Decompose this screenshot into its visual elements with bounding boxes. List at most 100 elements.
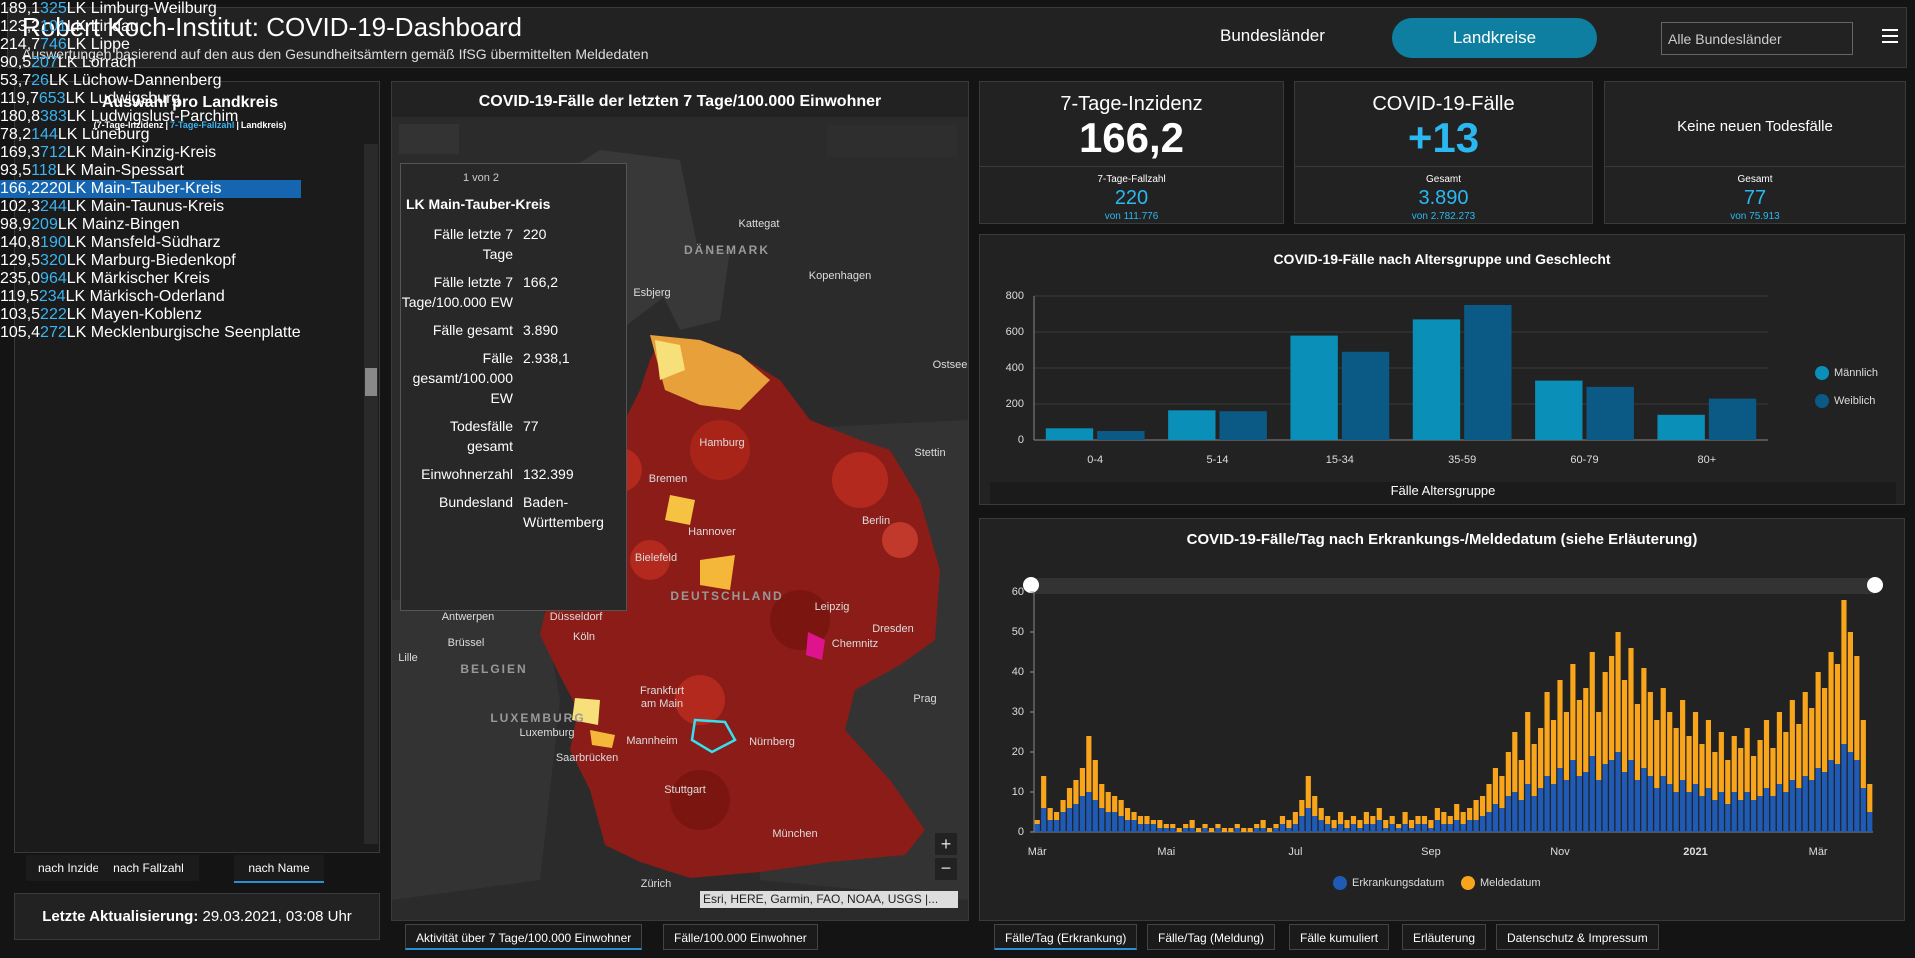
map-label: Bremen [649, 473, 688, 485]
bar-segment [1583, 772, 1589, 832]
bar-segment [1505, 752, 1511, 796]
map-label: Chemnitz [832, 638, 878, 650]
kpi-divider [979, 166, 1284, 167]
list-row[interactable]: 90,5207LK Lörrach [0, 54, 301, 72]
chart-tab[interactable]: Erläuterung [1402, 924, 1487, 950]
update-label: Letzte Aktualisierung: [42, 908, 199, 925]
bar-segment [1725, 804, 1731, 832]
bar-segment [1157, 820, 1163, 828]
list-row[interactable]: 166,2220LK Main-Tauber-Kreis [0, 180, 301, 198]
chart-tab[interactable]: Fälle/Tag (Meldung) [1147, 924, 1276, 950]
sort-button[interactable]: nach Fallzahl [98, 855, 199, 881]
case-count: 653 [38, 90, 66, 107]
bar-segment [1576, 700, 1582, 776]
bar-segment [1305, 776, 1311, 808]
bar-segment [1383, 820, 1389, 828]
bar-segment [1086, 792, 1092, 832]
list-row[interactable]: 140,8190LK Mansfeld-Südharz [0, 234, 301, 252]
chart-tab[interactable]: Fälle/Tag (Erkrankung) [994, 924, 1138, 950]
bar-segment [1260, 820, 1266, 828]
map-label: Frankfurt [640, 685, 684, 697]
y-tick-label: 600 [1006, 326, 1024, 338]
bar-segment [1789, 780, 1795, 832]
x-tick-label: 5-14 [1206, 454, 1228, 466]
bar-segment [1763, 720, 1770, 788]
nav-item[interactable]: Bundesländer [1220, 26, 1325, 45]
bar-segment [1215, 824, 1221, 828]
bar-segment [1060, 812, 1066, 832]
list-row[interactable]: 129,5320LK Marburg-Biedenkopf [0, 252, 301, 270]
list-row[interactable]: 53,726LK Lüchow-Dannenberg [0, 72, 301, 90]
incidence: 103,5 [0, 306, 41, 323]
bar-segment [1118, 816, 1124, 832]
bar-segment [1150, 824, 1156, 832]
bar-segment [1099, 784, 1105, 808]
district-name: LK Lüchow-Dannenberg [48, 72, 222, 89]
list-row[interactable]: 98,9209LK Mainz-Bingen [0, 216, 301, 234]
kpi-title: 7-Tage-Inzidenz [1060, 93, 1203, 115]
district-name: LK Limburg-Weilburg [66, 0, 217, 17]
nav-item-active[interactable]: Landkreise [1392, 18, 1597, 58]
list-row[interactable]: 119,7653LK Ludwigsburg [0, 90, 301, 108]
bar-segment [1105, 792, 1111, 812]
scroll-bar [990, 482, 1896, 504]
incidence: 169,3 [0, 144, 41, 161]
map-label: Leipzig [815, 601, 850, 613]
case-count: 222 [40, 306, 67, 323]
list-row[interactable]: 78,2144LK Lüneburg [0, 126, 301, 144]
case-count: 325 [40, 0, 67, 17]
bar-segment [1557, 768, 1563, 832]
field-value: 132.399 [523, 466, 574, 482]
bar-segment [1486, 812, 1492, 832]
x-tick-label: 2021 [1683, 846, 1707, 858]
scrollbar[interactable] [364, 144, 378, 844]
sort-button[interactable]: nach Name [234, 855, 324, 883]
chart-tab[interactable]: Fälle kumuliert [1289, 924, 1390, 950]
list-row[interactable]: 119,5234LK Märkisch-Oderland [0, 288, 301, 306]
district-name: LK Lippe [66, 36, 130, 53]
kpi-divider [1604, 166, 1906, 167]
list-row[interactable]: 103,5222LK Mayen-Koblenz [0, 306, 301, 324]
map-title: COVID-19-Fälle der letzten 7 Tage/100.00… [478, 93, 882, 110]
list-row[interactable]: 235,0964LK Märkischer Kreis [0, 270, 301, 288]
bar-segment [1428, 820, 1434, 828]
y-tick-label: 400 [1006, 362, 1024, 374]
bar-segment [1234, 824, 1240, 828]
popup-field: Bundesland Baden-Württemberg [401, 492, 626, 532]
popup-field: Fälle letzte 7 Tage/100.000 EW 166,2 [401, 272, 626, 312]
bar-segment [1331, 820, 1337, 828]
district-name: LK Ludwigsburg [65, 90, 181, 107]
popup: 1 von 2 LK Main-Tauber-Kreis Fälle letzt… [400, 163, 627, 611]
bar-segment [1763, 788, 1770, 832]
bar-segment [1376, 820, 1382, 832]
list-row[interactable]: 180,8383LK Ludwigslust-Parchim [0, 108, 301, 126]
bar-segment [1654, 720, 1660, 788]
map-tab active[interactable]: Aktivität über 7 Tage/100.000 Einwohner [405, 924, 643, 950]
svg-text:+: + [941, 834, 952, 854]
map-tab[interactable]: Fälle/100.000 Einwohner [663, 924, 818, 950]
map-label: Saarbrücken [556, 752, 618, 764]
dropdown[interactable]: Alle Bundesländer [1661, 22, 1853, 55]
bar-segment [1751, 800, 1757, 832]
bar-segment [1054, 820, 1060, 832]
bar-segment [1705, 720, 1712, 788]
bar-segment [1712, 800, 1718, 832]
legend-swatch [1815, 366, 1829, 380]
bar-segment [1421, 824, 1428, 832]
list-row[interactable]: 169,3712LK Main-Kinzig-Kreis [0, 144, 301, 162]
menu-icon[interactable] [1880, 26, 1900, 46]
bar-segment [1809, 780, 1815, 832]
bar-segment [1350, 824, 1357, 832]
kpi-sub-label: Gesamt [1737, 174, 1773, 185]
list-row[interactable]: 102,3244LK Main-Taunus-Kreis [0, 198, 301, 216]
bar [1045, 428, 1094, 440]
list-row[interactable]: 105,4272LK Mecklenburgische Seenplatte [0, 324, 301, 342]
bar [1657, 414, 1705, 440]
list-row[interactable]: 189,1325LK Limburg-Weilburg [0, 0, 301, 18]
list-row[interactable]: 93,5118LK Main-Spessart [0, 162, 301, 180]
chart-tab[interactable]: Datenschutz & Impressum [1496, 924, 1659, 950]
bar-segment [1512, 792, 1518, 832]
list-row[interactable]: 123,2101LK Lindau [0, 18, 301, 36]
bar [1097, 431, 1145, 440]
list-row[interactable]: 214,7746LK Lippe [0, 36, 301, 54]
